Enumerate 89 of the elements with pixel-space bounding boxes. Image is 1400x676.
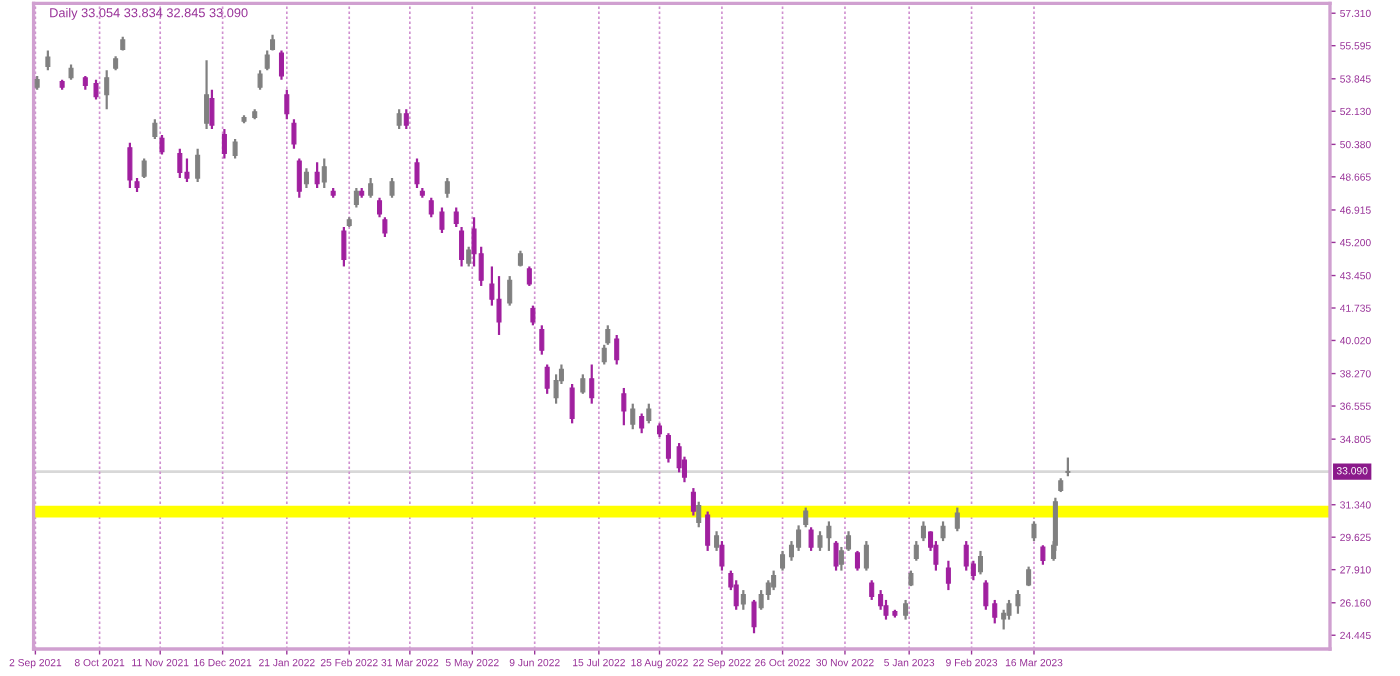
candlestick bbox=[353, 186, 359, 209]
candlestick bbox=[444, 176, 450, 199]
candlestick bbox=[696, 500, 702, 529]
candlestick bbox=[992, 598, 998, 625]
candlestick bbox=[177, 147, 183, 180]
candlestick bbox=[803, 506, 809, 529]
candlestick bbox=[184, 157, 190, 184]
candlestick bbox=[796, 524, 802, 553]
candlestick bbox=[453, 206, 459, 229]
candlestick bbox=[758, 588, 764, 611]
candlestick bbox=[93, 78, 99, 101]
candlestick bbox=[377, 196, 383, 219]
candlestick bbox=[428, 196, 434, 219]
candlestick bbox=[382, 216, 388, 239]
candlestick bbox=[808, 526, 814, 553]
candlestick bbox=[977, 549, 984, 576]
candlestick bbox=[833, 539, 839, 572]
candlestick bbox=[580, 373, 586, 395]
candlestick bbox=[771, 569, 777, 592]
candlestick bbox=[714, 530, 720, 553]
candlestick bbox=[152, 118, 158, 140]
candlestick bbox=[765, 579, 771, 602]
candlestick bbox=[780, 549, 786, 572]
candlestick bbox=[539, 324, 545, 356]
candlestick bbox=[1001, 608, 1007, 631]
candlestick bbox=[719, 539, 725, 572]
candlestick bbox=[614, 333, 620, 366]
candlestick bbox=[733, 579, 739, 611]
candlestick bbox=[705, 510, 711, 553]
candlestick bbox=[396, 108, 402, 131]
candlestick bbox=[221, 127, 227, 160]
candlestick bbox=[544, 363, 550, 395]
candlestick bbox=[676, 441, 682, 474]
candlestick bbox=[389, 176, 395, 199]
candlestick bbox=[621, 386, 627, 427]
candlestick bbox=[459, 225, 465, 268]
candlestick bbox=[913, 539, 919, 562]
candlestick bbox=[414, 157, 420, 190]
candlestick bbox=[690, 486, 696, 517]
candlestick bbox=[605, 324, 611, 346]
candlestick bbox=[940, 520, 946, 543]
candlestick bbox=[303, 167, 309, 190]
candlestick bbox=[589, 363, 595, 405]
candlestick bbox=[104, 69, 110, 111]
candlestick bbox=[296, 157, 302, 199]
candlestick bbox=[1065, 456, 1071, 478]
candlestick bbox=[863, 539, 869, 572]
candlestick bbox=[257, 69, 263, 91]
candlestick bbox=[903, 598, 909, 621]
candlestick bbox=[740, 588, 746, 611]
candlestick bbox=[665, 432, 671, 464]
candlestick bbox=[341, 225, 347, 268]
candlestick bbox=[127, 141, 133, 190]
candlestick bbox=[1031, 520, 1037, 543]
candlestick bbox=[945, 559, 951, 592]
candlestick bbox=[954, 506, 960, 533]
candlestick bbox=[601, 343, 607, 366]
candlestick bbox=[630, 402, 636, 431]
candlestick bbox=[920, 520, 926, 543]
candlestick bbox=[530, 304, 536, 327]
candlestick bbox=[45, 49, 51, 72]
candlestick bbox=[278, 49, 284, 81]
candlestick bbox=[321, 157, 327, 190]
candlestick bbox=[751, 598, 757, 635]
candlestick bbox=[569, 382, 575, 425]
candlestick bbox=[291, 118, 297, 150]
candlestick bbox=[439, 206, 445, 235]
candlestick bbox=[209, 88, 215, 131]
candlestick bbox=[314, 161, 320, 190]
candlestick bbox=[639, 412, 645, 435]
candlestick bbox=[854, 549, 860, 572]
candlestick bbox=[159, 133, 165, 156]
candlestick bbox=[507, 275, 513, 307]
candlestick bbox=[526, 265, 532, 288]
candlestick bbox=[284, 88, 290, 121]
candlestick bbox=[141, 157, 147, 180]
candlestick bbox=[983, 579, 989, 611]
candlestick bbox=[264, 49, 270, 72]
candlestick bbox=[466, 245, 472, 268]
candlestick bbox=[232, 137, 238, 160]
candlestick bbox=[368, 176, 374, 199]
candlestick bbox=[646, 402, 652, 425]
candlestick bbox=[403, 108, 409, 131]
candlestick bbox=[1040, 544, 1046, 566]
candlestick bbox=[933, 539, 939, 572]
candlestick bbox=[963, 539, 969, 572]
candlestick bbox=[204, 59, 210, 131]
candlestick bbox=[869, 579, 875, 602]
candlestick bbox=[195, 147, 201, 184]
